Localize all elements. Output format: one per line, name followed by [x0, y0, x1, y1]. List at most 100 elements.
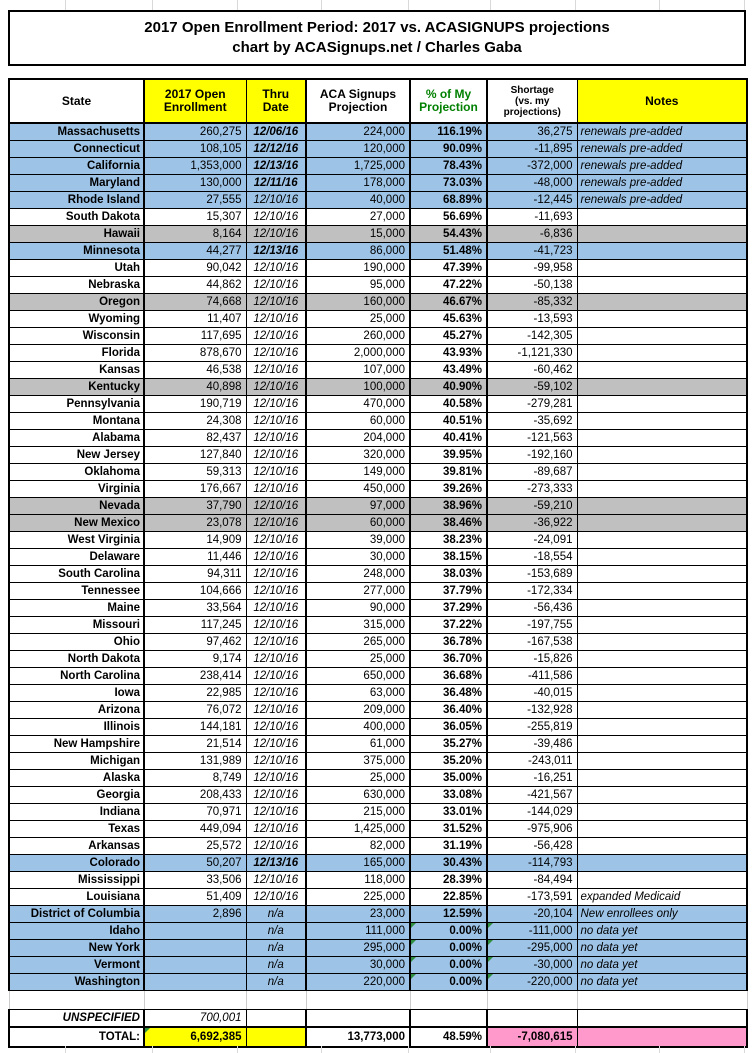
- cell-enrollment[interactable]: 260,275: [143, 122, 247, 141]
- cell-state[interactable]: Delaware: [8, 548, 145, 566]
- column-header-enrollment[interactable]: 2017 Open Enrollment: [143, 78, 247, 124]
- cell-notes[interactable]: [576, 633, 748, 651]
- cell-thru-date[interactable]: 12/13/16: [245, 854, 307, 872]
- cell-notes[interactable]: no data yet: [576, 922, 748, 940]
- cell-pct[interactable]: 35.20%: [409, 752, 488, 770]
- cell-thru-date[interactable]: 12/10/16: [245, 548, 307, 566]
- cell-thru-date[interactable]: 12/10/16: [245, 888, 307, 906]
- cell-notes[interactable]: [576, 378, 748, 396]
- cell-state[interactable]: Maine: [8, 599, 145, 617]
- cell-shortage[interactable]: -18,554: [486, 548, 578, 566]
- cell-shortage[interactable]: -16,251: [486, 769, 578, 787]
- cell-thru-date[interactable]: 12/06/16: [245, 122, 307, 141]
- cell-projection[interactable]: 1,425,000: [305, 820, 411, 838]
- cell-enrollment[interactable]: 144,181: [143, 718, 247, 736]
- cell-shortage[interactable]: -30,000: [486, 956, 578, 974]
- cell-shortage[interactable]: -273,333: [486, 480, 578, 498]
- cell-total-enrollment[interactable]: 6,692,385: [143, 1026, 247, 1048]
- cell-projection[interactable]: 15,000: [305, 225, 411, 243]
- cell-projection[interactable]: 224,000: [305, 122, 411, 141]
- column-header-pct[interactable]: % of My Projection: [409, 78, 488, 124]
- cell-pct[interactable]: 46.67%: [409, 293, 488, 311]
- cell-state[interactable]: Wisconsin: [8, 327, 145, 345]
- cell-projection[interactable]: 30,000: [305, 956, 411, 974]
- cell-state[interactable]: South Carolina: [8, 565, 145, 583]
- cell-notes[interactable]: [576, 718, 748, 736]
- cell-enrollment[interactable]: 90,042: [143, 259, 247, 277]
- cell-projection[interactable]: 149,000: [305, 463, 411, 481]
- cell-enrollment[interactable]: 8,164: [143, 225, 247, 243]
- cell-thru-date[interactable]: 12/10/16: [245, 871, 307, 889]
- cell-state[interactable]: Vermont: [8, 956, 145, 974]
- cell-shortage[interactable]: -50,138: [486, 276, 578, 294]
- cell-thru-date[interactable]: 12/10/16: [245, 361, 307, 379]
- cell-projection[interactable]: 118,000: [305, 871, 411, 889]
- cell-enrollment[interactable]: 33,506: [143, 871, 247, 889]
- cell-thru-date[interactable]: 12/10/16: [245, 191, 307, 209]
- cell-shortage[interactable]: -56,428: [486, 837, 578, 855]
- cell-pct[interactable]: 36.40%: [409, 701, 488, 719]
- cell-enrollment[interactable]: 24,308: [143, 412, 247, 430]
- cell-thru-date[interactable]: 12/10/16: [245, 514, 307, 532]
- cell-thru-date[interactable]: 12/10/16: [245, 803, 307, 821]
- cell-enrollment[interactable]: 878,670: [143, 344, 247, 362]
- cell-state[interactable]: Alabama: [8, 429, 145, 447]
- cell-shortage[interactable]: -12,445: [486, 191, 578, 209]
- cell-enrollment[interactable]: 117,245: [143, 616, 247, 634]
- cell-pct[interactable]: 35.27%: [409, 735, 488, 753]
- cell-projection[interactable]: 90,000: [305, 599, 411, 617]
- cell-thru-date[interactable]: 12/10/16: [245, 446, 307, 464]
- cell-enrollment[interactable]: 22,985: [143, 684, 247, 702]
- cell-notes[interactable]: [576, 208, 748, 226]
- cell-projection[interactable]: 225,000: [305, 888, 411, 906]
- cell-projection[interactable]: 178,000: [305, 174, 411, 192]
- cell-notes[interactable]: no data yet: [576, 939, 748, 957]
- cell-notes[interactable]: [576, 854, 748, 872]
- cell-shortage[interactable]: -255,819: [486, 718, 578, 736]
- cell-enrollment[interactable]: 190,719: [143, 395, 247, 413]
- cell-state[interactable]: California: [8, 157, 145, 175]
- cell-projection[interactable]: 2,000,000: [305, 344, 411, 362]
- cell-notes[interactable]: [576, 735, 748, 753]
- cell-shortage[interactable]: -36,922: [486, 514, 578, 532]
- cell-thru-date[interactable]: 12/10/16: [245, 735, 307, 753]
- cell-thru-date[interactable]: 12/10/16: [245, 497, 307, 515]
- cell-enrollment[interactable]: 46,538: [143, 361, 247, 379]
- cell-state[interactable]: Oklahoma: [8, 463, 145, 481]
- cell-projection[interactable]: 40,000: [305, 191, 411, 209]
- cell-pct[interactable]: 40.58%: [409, 395, 488, 413]
- cell-thru-date[interactable]: 12/10/16: [245, 752, 307, 770]
- cell-state[interactable]: Kentucky: [8, 378, 145, 396]
- cell-state[interactable]: District of Columbia: [8, 905, 145, 923]
- cell-thru-date[interactable]: 12/10/16: [245, 293, 307, 311]
- cell-enrollment[interactable]: 9,174: [143, 650, 247, 668]
- cell-projection[interactable]: 190,000: [305, 259, 411, 277]
- cell-pct[interactable]: 0.00%: [409, 922, 488, 940]
- cell-notes[interactable]: [576, 701, 748, 719]
- cell-enrollment[interactable]: 33,564: [143, 599, 247, 617]
- cell-unspecified-projection[interactable]: [305, 1009, 411, 1028]
- cell-projection[interactable]: 1,725,000: [305, 157, 411, 175]
- cell-thru-date[interactable]: 12/12/16: [245, 140, 307, 158]
- cell-notes[interactable]: no data yet: [576, 973, 748, 991]
- cell-shortage[interactable]: -167,538: [486, 633, 578, 651]
- cell-state[interactable]: Iowa: [8, 684, 145, 702]
- cell-shortage[interactable]: -142,305: [486, 327, 578, 345]
- cell-projection[interactable]: 220,000: [305, 973, 411, 991]
- cell-enrollment[interactable]: 127,840: [143, 446, 247, 464]
- cell-shortage[interactable]: -421,567: [486, 786, 578, 804]
- cell-shortage[interactable]: -192,160: [486, 446, 578, 464]
- cell-pct[interactable]: 40.51%: [409, 412, 488, 430]
- cell-shortage[interactable]: -24,091: [486, 531, 578, 549]
- cell-pct[interactable]: 36.78%: [409, 633, 488, 651]
- cell-state[interactable]: Arizona: [8, 701, 145, 719]
- cell-notes[interactable]: New enrollees only: [576, 905, 748, 923]
- cell-pct[interactable]: 90.09%: [409, 140, 488, 158]
- cell-notes[interactable]: [576, 497, 748, 515]
- cell-projection[interactable]: 215,000: [305, 803, 411, 821]
- cell-notes[interactable]: [576, 871, 748, 889]
- cell-shortage[interactable]: -114,793: [486, 854, 578, 872]
- cell-state[interactable]: Alaska: [8, 769, 145, 787]
- cell-pct[interactable]: 68.89%: [409, 191, 488, 209]
- cell-pct[interactable]: 38.03%: [409, 565, 488, 583]
